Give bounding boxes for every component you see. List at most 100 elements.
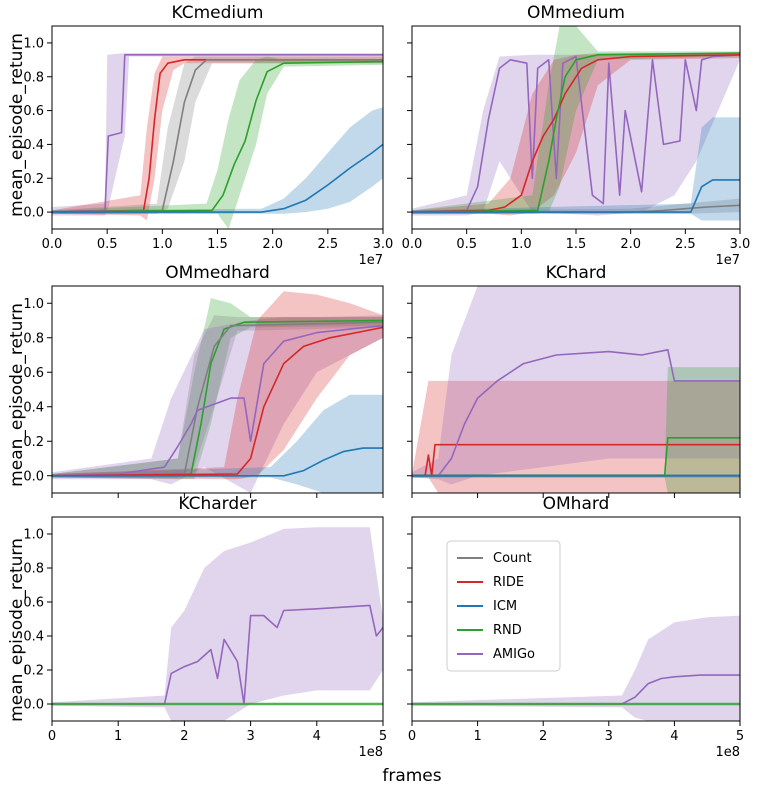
panel-title-omhard: OMhard [543, 494, 610, 514]
y-tick-label-kcharder-2: 0.4 [23, 630, 44, 645]
band-icm-ommedhard [52, 394, 383, 493]
x-tick-label-kcharder-4: 4 [313, 729, 321, 744]
line-icm-kcmedium [52, 143, 383, 213]
x-tick-label-ommedium-2: 1.0 [511, 237, 532, 252]
x-tick-label-kcharder-1: 1 [114, 729, 122, 744]
plot-area-kchard [412, 286, 740, 493]
ylabel-top: mean_episode_return [7, 33, 27, 217]
x-tick-label-omhard-5: 5 [736, 729, 744, 744]
y-tick-label-ommedhard-5: 1.0 [23, 297, 44, 312]
band-amigo-omhard [412, 615, 740, 721]
line-rnd-kcmedium [52, 60, 383, 213]
y-tick-label-ommedhard-0: 0.0 [23, 469, 44, 484]
line-ride-kcmedium [52, 58, 383, 213]
y-tick-label-kcmedium-4: 0.8 [23, 70, 44, 85]
line-amigo-omhard [412, 674, 740, 705]
panel-kchard: KChard [407, 263, 741, 498]
axes-frame-ommedhard [51, 285, 384, 494]
band-ride-ommedhard [52, 291, 383, 480]
y-tick-label-kcmedium-3: 0.6 [23, 104, 44, 119]
ylabel-middle: mean_episode_return [7, 303, 27, 487]
y-tick-label-kcmedium-0: 0.0 [23, 206, 44, 221]
legend-entry-count: Count [457, 551, 532, 566]
panel-title-kcmedium: KCmedium [172, 3, 264, 23]
legend-entry-amigo: AMIGo [457, 647, 535, 662]
legend-entry-ride: RIDE [457, 575, 524, 590]
y-tick-label-kcmedium-5: 1.0 [23, 36, 44, 51]
x-tick-label-ommedium-0: 0.0 [402, 237, 423, 252]
x-exponent-kcmedium: 1e7 [358, 253, 383, 268]
band-icm-kcmedium [52, 107, 383, 214]
line-ride-ommedium [412, 54, 740, 213]
x-tick-label-omhard-2: 2 [539, 729, 547, 744]
x-tick-label-kcmedium-0: 0.0 [42, 237, 63, 252]
y-tick-label-kcharder-0: 0.0 [23, 698, 44, 713]
panel-title-kchard: KChard [546, 263, 607, 283]
line-amigo-ommedium [412, 54, 740, 213]
x-tick-label-omhard-3: 3 [605, 729, 613, 744]
line-amigo-ommedhard [52, 324, 383, 477]
legend: Count RIDE ICM RND AMIGo [446, 540, 561, 672]
x-tick-label-ommedium-5: 2.5 [675, 237, 696, 252]
plot-area-ommedium [412, 26, 740, 221]
y-tick-label-kcmedium-1: 0.2 [23, 172, 44, 187]
legend-entry-rnd: RND [457, 623, 522, 638]
band-rnd-kchard [412, 367, 740, 493]
x-tick-label-kcmedium-6: 3.0 [373, 237, 394, 252]
ylabel-bottom: mean_episode_return [7, 538, 27, 722]
panel-ommedhard: OMmedhard 0.0 0.2 0.4 0.6 0.8 1.0 [23, 263, 384, 498]
x-tick-label-kcmedium-1: 0.5 [97, 237, 118, 252]
line-icm-ommedium [412, 179, 740, 213]
legend-label-icm: ICM [493, 599, 517, 614]
x-tick-label-omhard-0: 0 [408, 729, 416, 744]
y-tick-label-kcharder-3: 0.6 [23, 596, 44, 611]
line-amigo-kchard [412, 348, 740, 477]
xlabel: frames [382, 766, 441, 786]
x-tick-label-omhard-1: 1 [473, 729, 481, 744]
x-tick-label-kcharder-2: 2 [180, 729, 188, 744]
band-amigo-ommedhard [52, 315, 383, 493]
line-rnd-ommedium [412, 52, 740, 213]
x-tick-label-kcharder-5: 5 [379, 729, 387, 744]
x-tick-label-kcharder-3: 3 [246, 729, 254, 744]
band-icm-ommedium [412, 117, 740, 221]
axes-frame-omhard [411, 516, 741, 722]
y-tick-label-ommedhard-4: 0.8 [23, 331, 44, 346]
axes-frame-kcharder [51, 516, 384, 722]
legend-frame [446, 540, 561, 672]
y-tick-label-kcharder-5: 1.0 [23, 528, 44, 543]
y-tick-label-ommedhard-2: 0.4 [23, 400, 44, 415]
band-amigo-kchard [412, 286, 740, 485]
band-ride-kchard [412, 380, 740, 493]
legend-label-count: Count [493, 551, 532, 566]
legend-entry-icm: ICM [457, 599, 517, 614]
x-exponent-ommedium: 1e7 [715, 253, 740, 268]
band-rnd-ommedhard [52, 298, 383, 480]
legend-label-amigo: AMIGo [493, 647, 535, 662]
x-tick-label-ommedium-6: 3.0 [730, 237, 751, 252]
line-amigo-kcharder [52, 604, 383, 705]
x-tick-label-kcmedium-5: 2.5 [317, 237, 338, 252]
band-amigo-kcharder [52, 527, 383, 721]
panel-title-ommedium: OMmedium [527, 3, 625, 23]
x-tick-label-ommedium-3: 1.5 [566, 237, 587, 252]
line-ride-ommedhard [52, 326, 383, 477]
plot-area-omhard [412, 615, 740, 721]
x-tick-label-kcmedium-2: 1.0 [152, 237, 173, 252]
line-icm-ommedhard [52, 447, 383, 477]
x-tick-label-kcharder-0: 0 [48, 729, 56, 744]
plot-area-kcmedium [52, 53, 383, 229]
x-tick-label-ommedium-4: 2.0 [620, 237, 641, 252]
y-tick-label-kcharder-4: 0.8 [23, 562, 44, 577]
x-exponent-kcharder: 1e8 [358, 745, 383, 760]
x-tick-label-kcmedium-4: 2.0 [262, 237, 283, 252]
plot-area-kcharder [52, 527, 383, 721]
axes-frame-kchard [411, 285, 741, 494]
band-rnd-ommedium [412, 26, 740, 214]
legend-label-ride: RIDE [493, 575, 524, 590]
